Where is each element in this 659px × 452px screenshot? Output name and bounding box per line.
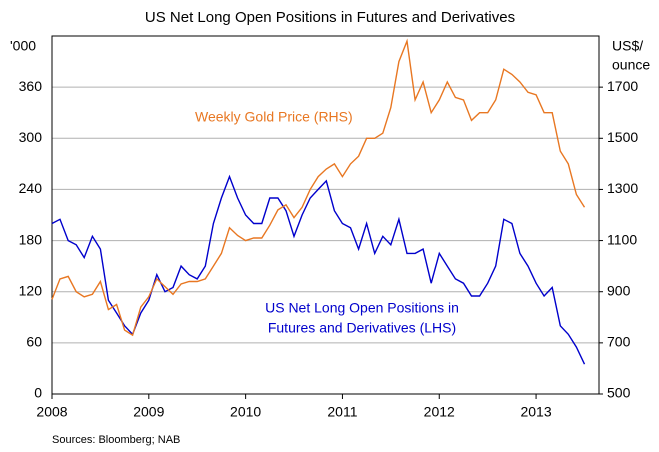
source-note: Sources: Bloomberg; NAB xyxy=(52,434,180,446)
x-tick-label: 2011 xyxy=(327,404,357,420)
annotation: Weekly Gold Price (RHS) xyxy=(195,109,353,125)
series-line xyxy=(51,174,586,365)
y-tick-label: 180 xyxy=(19,231,43,247)
y2-tick-label: 500 xyxy=(607,385,631,401)
y2-tick-label: 1300 xyxy=(607,180,638,196)
y2-tick-label: 700 xyxy=(607,334,631,350)
y-tick-label: 300 xyxy=(19,129,43,145)
x-tick-label: 2009 xyxy=(133,404,164,420)
annotation: US Net Long Open Positions in xyxy=(265,300,459,316)
x-tick-label: 2013 xyxy=(520,404,551,420)
plot-frame xyxy=(51,35,600,395)
chart-title: US Net Long Open Positions in Futures an… xyxy=(145,9,515,26)
y2-tick-label: 1700 xyxy=(607,78,638,94)
series-line xyxy=(51,38,586,337)
y-axis-label: '000 xyxy=(10,38,36,54)
y-tick-label: 60 xyxy=(26,334,42,350)
x-tick-label: 2012 xyxy=(424,404,455,420)
y2-tick-label: 900 xyxy=(607,282,631,298)
y-tick-label: 0 xyxy=(34,385,42,401)
y-tick-label: 240 xyxy=(19,180,43,196)
y-tick-label: 120 xyxy=(19,282,43,298)
y2-axis-label: US$/ xyxy=(612,38,643,54)
y2-tick-label: 1500 xyxy=(607,129,638,145)
annotation: Futures and Derivatives (LHS) xyxy=(268,320,456,336)
y-tick-label: 360 xyxy=(19,78,43,94)
y2-axis-label: ounce xyxy=(612,57,650,73)
x-tick-label: 2010 xyxy=(230,404,261,420)
y2-tick-label: 1100 xyxy=(607,231,637,247)
x-tick-label: 2008 xyxy=(36,404,67,420)
